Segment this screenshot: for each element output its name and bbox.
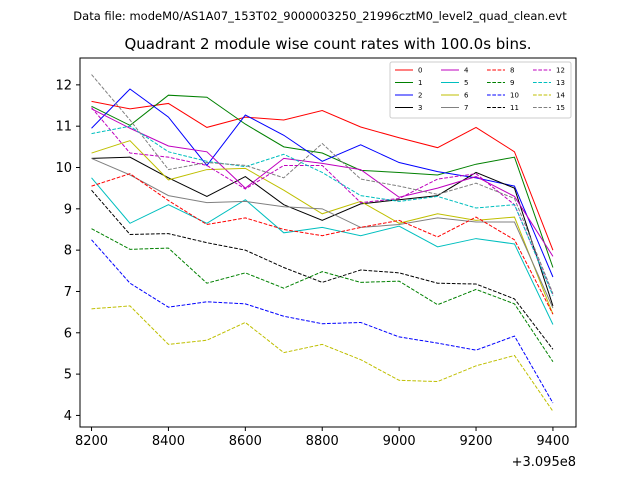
y-tick-label: 6 (64, 326, 72, 341)
legend-label-8: 8 (510, 67, 514, 75)
series-line-4 (91, 108, 554, 257)
chart-suptitle: Data file: modeM0/AS1A07_153T02_90000032… (73, 9, 567, 23)
x-tick-label: 9400 (536, 434, 569, 449)
x-axis: 8200 8400 8600 8800 9000 9200 9400 (75, 427, 569, 449)
legend-label-10: 10 (510, 92, 519, 100)
legend-label-0: 0 (418, 67, 422, 75)
x-offset-label: +3.095e8 (512, 455, 576, 470)
legend-label-1: 1 (418, 79, 422, 87)
y-tick-label: 7 (64, 285, 72, 300)
y-tick-label: 9 (64, 202, 72, 217)
y-axis: 4 5 6 7 8 9 10 11 12 (55, 78, 80, 424)
y-tick-label: 4 (64, 409, 72, 424)
legend-box (389, 61, 572, 119)
y-tick-label: 8 (64, 244, 72, 259)
series-line-15 (91, 74, 554, 294)
series-line-14 (91, 305, 554, 412)
x-tick-label: 9000 (383, 434, 416, 449)
legend-label-2: 2 (418, 92, 422, 100)
legend-label-14: 14 (556, 92, 565, 100)
x-tick-label: 8200 (75, 434, 108, 449)
axes-frame (79, 57, 577, 428)
legend-label-4: 4 (464, 67, 469, 75)
x-tick-label: 8800 (306, 434, 339, 449)
legend-label-7: 7 (464, 104, 468, 112)
x-tick-label: 8400 (152, 434, 185, 449)
x-tick-label: 8600 (229, 434, 262, 449)
y-tick-label: 11 (55, 120, 72, 135)
legend-label-3: 3 (418, 104, 422, 112)
plot-area (91, 74, 554, 412)
series-line-11 (91, 189, 554, 350)
series-line-5 (91, 177, 554, 325)
legend-label-6: 6 (464, 92, 469, 100)
series-line-2 (91, 88, 554, 278)
legend-label-15: 15 (556, 104, 565, 112)
series-line-6 (91, 140, 554, 315)
series-line-9 (91, 228, 554, 362)
y-tick-label: 12 (55, 78, 72, 93)
series-line-1 (91, 94, 554, 268)
series-line-0 (91, 100, 554, 251)
legend-label-12: 12 (556, 67, 565, 75)
chart-title: Quadrant 2 module wise count rates with … (124, 35, 531, 53)
x-tick-label: 9200 (459, 434, 492, 449)
series-line-12 (91, 107, 554, 295)
legend-label-5: 5 (464, 79, 468, 87)
series-line-7 (91, 157, 554, 309)
series-line-8 (91, 173, 554, 315)
legend-label-13: 13 (556, 79, 565, 87)
legend-label-11: 11 (510, 104, 519, 112)
y-tick-label: 5 (64, 368, 72, 383)
y-tick-label: 10 (55, 161, 72, 176)
legend-label-9: 9 (510, 79, 514, 87)
series-line-10 (91, 239, 554, 404)
series-line-13 (91, 125, 554, 296)
series-line-3 (91, 156, 554, 307)
